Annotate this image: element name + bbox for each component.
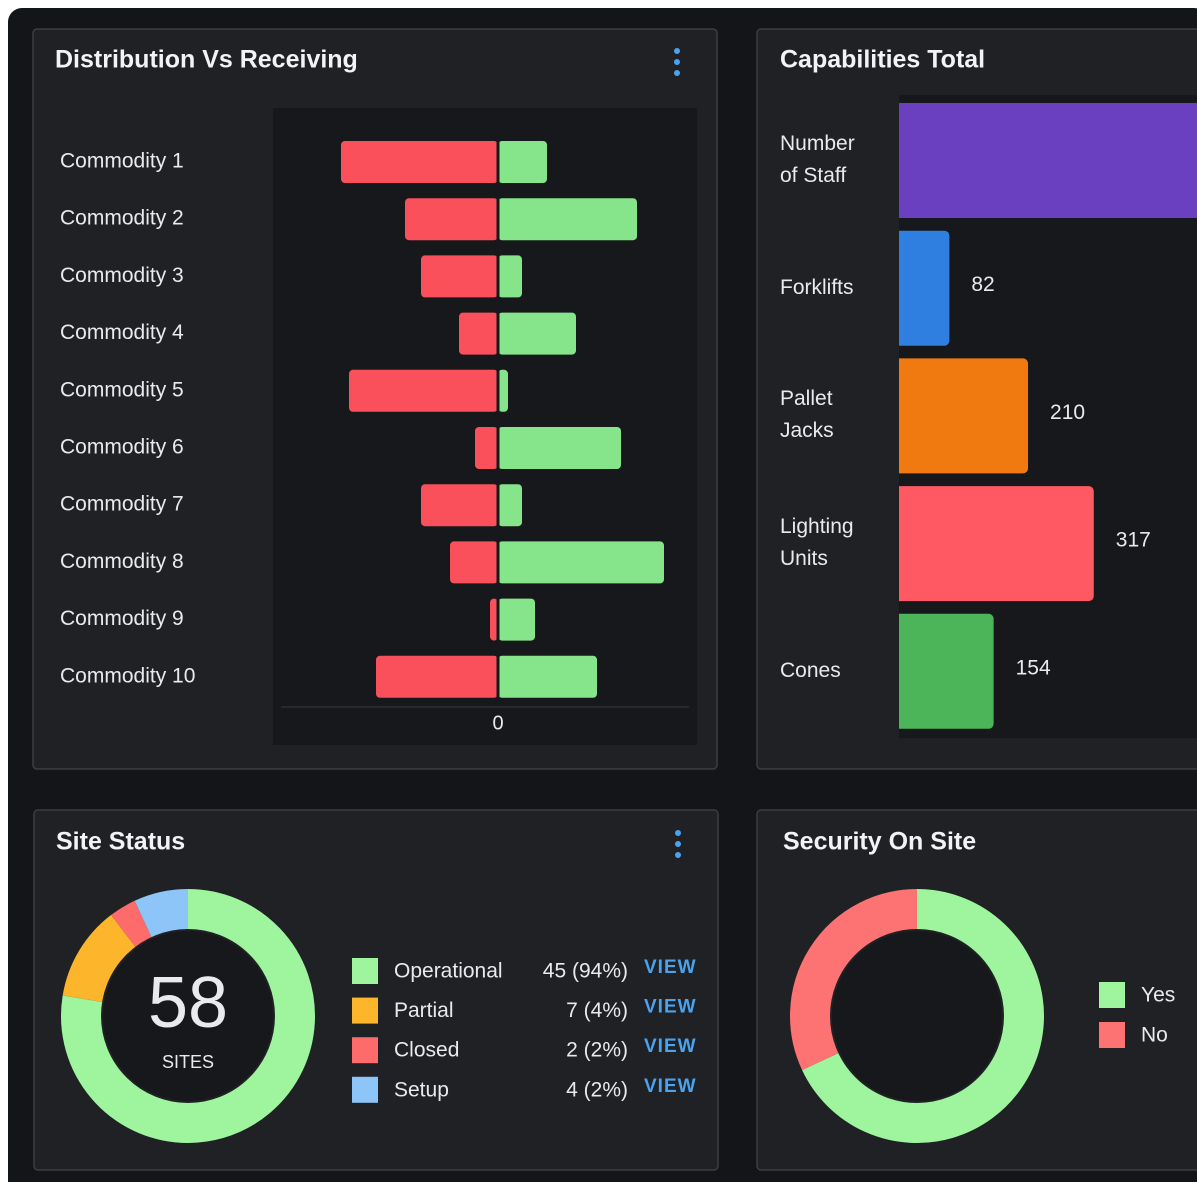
category-label: Cones (780, 658, 841, 682)
card-title: Security On Site (783, 828, 976, 856)
legend-swatch (1099, 982, 1125, 1008)
x-tick-label: 0 (492, 712, 503, 734)
bar (498, 369, 508, 412)
legend-label: Operational (394, 960, 503, 983)
category-label: Commodity 3 (60, 264, 184, 287)
bar-base (892, 612, 899, 730)
bar-base (892, 357, 899, 475)
legend-swatch (1099, 1022, 1125, 1048)
card-title: Site Status (56, 828, 185, 856)
view-link[interactable]: VIEW (644, 957, 697, 978)
category-label: Lighting Units (780, 515, 854, 571)
donut-segment (111, 900, 153, 948)
bar (405, 198, 498, 241)
category-label: Commodity 10 (60, 664, 195, 687)
value-label: 45 (94%) (543, 960, 628, 983)
category-label: Commodity 8 (60, 550, 184, 573)
category-label: Commodity 9 (60, 607, 184, 630)
menu-button[interactable] (674, 48, 680, 76)
bar (376, 655, 498, 698)
value-label: 154 (1016, 656, 1051, 679)
bar (421, 255, 498, 298)
donut-hole (101, 929, 275, 1103)
donut-segment (802, 889, 1044, 1143)
category-label: Forklifts (780, 275, 854, 299)
legend-label: No (1141, 1024, 1168, 1047)
bar (893, 103, 1197, 218)
view-link[interactable]: VIEW (644, 997, 697, 1018)
category-label: Commodity 6 (60, 436, 184, 459)
category-label: Commodity 7 (60, 493, 184, 516)
bar (498, 484, 522, 527)
bar (498, 541, 664, 584)
bar (475, 427, 498, 469)
view-link[interactable]: VIEW (644, 1076, 697, 1097)
value-label: 4 (2%) (566, 1078, 628, 1101)
value-label: 7 (4%) (566, 999, 628, 1022)
bar (498, 312, 576, 355)
category-label: Pallet Jacks (780, 387, 834, 443)
bar (498, 255, 522, 298)
bar (893, 358, 1029, 474)
donut-segment (790, 889, 918, 1071)
donut-hole (830, 929, 1004, 1103)
legend-swatch (352, 1076, 378, 1103)
legend-label: Partial (394, 999, 454, 1022)
center-value: 58 (148, 963, 228, 1043)
bar (349, 369, 498, 412)
menu-button[interactable] (675, 830, 681, 858)
card-title: Capabilities Total (780, 46, 985, 74)
bar (498, 598, 535, 641)
value-label: 2 (2%) (566, 1039, 628, 1062)
category-label: Commodity 2 (60, 207, 184, 230)
view-link[interactable]: VIEW (644, 1036, 697, 1057)
bar (893, 613, 994, 729)
bar (459, 312, 498, 355)
donut-segment (134, 889, 189, 939)
card-title: Distribution Vs Receiving (55, 46, 358, 74)
legend-swatch (352, 997, 378, 1024)
bar (450, 541, 498, 584)
legend-label: Closed (394, 1039, 459, 1062)
bar (893, 486, 1094, 602)
legend-label: Yes (1141, 984, 1175, 1007)
bar (498, 427, 621, 469)
category-label: Cones (780, 658, 841, 682)
bar (498, 655, 597, 698)
category-label: Lighting Units (780, 515, 854, 571)
value-label: 317 (1116, 529, 1151, 552)
bar-base (892, 102, 899, 219)
bar-base (892, 229, 899, 347)
bar-base (892, 485, 899, 603)
legend-swatch (352, 958, 378, 984)
bar (490, 598, 498, 641)
value-label: 82 (971, 273, 994, 296)
donut-segment (62, 914, 137, 1003)
center-label: SITES (162, 1052, 214, 1072)
category-label: Number of Staff (780, 132, 855, 187)
category-label: Commodity 1 (60, 150, 184, 173)
category-label: Commodity 4 (60, 321, 184, 344)
value-label: 210 (1050, 401, 1085, 424)
category-label: Forklifts (780, 275, 854, 299)
bar (893, 230, 950, 346)
category-label: Commodity 5 (60, 378, 184, 401)
category-label: Pallet Jacks (780, 387, 834, 443)
bar (341, 141, 498, 183)
bar (421, 484, 498, 527)
bar (498, 141, 547, 183)
bar (498, 198, 637, 241)
legend-swatch (352, 1037, 378, 1064)
category-label: Number of Staff (780, 132, 855, 187)
donut-segment (61, 889, 315, 1143)
legend-label: Setup (394, 1078, 449, 1101)
